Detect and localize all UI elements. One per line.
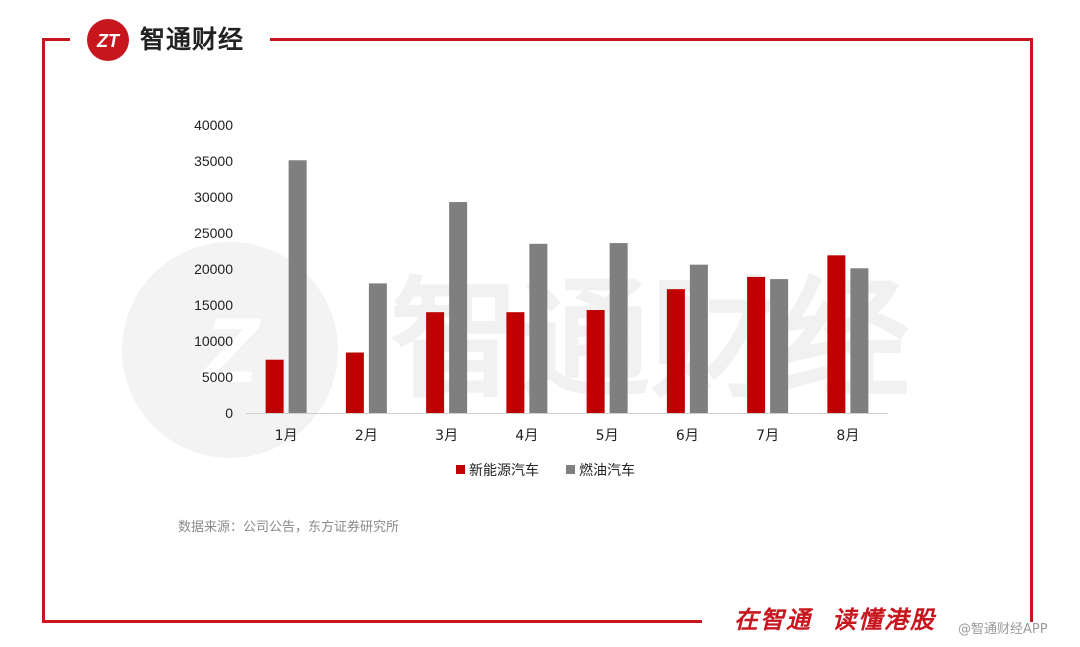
bar-fuel bbox=[609, 243, 628, 413]
y-tick-label: 10000 bbox=[194, 333, 233, 349]
y-tick-label: 25000 bbox=[194, 225, 233, 241]
footer-slogan: 在智通 读懂港股 bbox=[734, 600, 936, 635]
legend-swatch bbox=[456, 465, 465, 474]
bars bbox=[265, 160, 869, 413]
brand-logo-icon: ZT bbox=[87, 19, 129, 61]
slogan-part-2: 读懂港股 bbox=[832, 606, 936, 634]
y-axis-ticks: 0 5000 10000 15000 20000 25000 30000 35000 40000 bbox=[194, 117, 233, 421]
y-tick-label: 5000 bbox=[202, 369, 233, 385]
legend-label: 新能源汽车 bbox=[469, 462, 539, 479]
logo-letters: ZT bbox=[96, 31, 121, 51]
bar-nev bbox=[426, 312, 445, 413]
chart-legend: 新能源汽车 燃油汽车 bbox=[456, 462, 635, 479]
bar-fuel bbox=[368, 283, 387, 413]
bar-nev bbox=[345, 352, 364, 413]
slogan-part-1: 在智通 bbox=[734, 606, 812, 634]
x-tick-label: 3月 bbox=[435, 428, 458, 444]
bar-fuel bbox=[770, 279, 789, 413]
footer-credit: @智通财经APP bbox=[958, 622, 1048, 637]
bar-nev bbox=[586, 310, 605, 413]
bar-nev bbox=[827, 255, 846, 413]
x-axis: 1月 2月 3月 4月 5月 6月 7月 8月 bbox=[246, 413, 888, 444]
bar-fuel bbox=[288, 160, 307, 413]
frame-right-line bbox=[1030, 38, 1033, 622]
bar-fuel bbox=[850, 268, 869, 413]
legend-label: 燃油汽车 bbox=[579, 462, 635, 479]
x-tick-label: 1月 bbox=[275, 428, 298, 444]
y-tick-label: 15000 bbox=[194, 297, 233, 313]
x-tick-label: 7月 bbox=[756, 428, 779, 444]
bar-nev bbox=[666, 289, 685, 413]
frame-top-left-line bbox=[42, 38, 70, 41]
frame-left-line bbox=[42, 38, 45, 622]
y-tick-label: 20000 bbox=[194, 261, 233, 277]
bar-nev bbox=[506, 312, 525, 413]
bar-fuel bbox=[529, 243, 548, 413]
bar-fuel bbox=[689, 264, 708, 413]
y-tick-label: 35000 bbox=[194, 153, 233, 169]
legend-swatch bbox=[566, 465, 575, 474]
x-tick-label: 6月 bbox=[676, 428, 699, 444]
y-tick-label: 0 bbox=[225, 405, 233, 421]
brand-name: 智通财经 bbox=[140, 25, 245, 54]
bar-fuel bbox=[449, 202, 468, 413]
bar-nev bbox=[747, 276, 766, 413]
y-tick-label: 30000 bbox=[194, 189, 233, 205]
frame-top-right-line bbox=[270, 38, 1030, 41]
x-tick-label: 2月 bbox=[355, 428, 378, 444]
y-tick-label: 40000 bbox=[194, 117, 233, 133]
frame-bottom-line bbox=[42, 620, 702, 623]
x-tick-label: 4月 bbox=[515, 428, 538, 444]
source-note: 数据来源：公司公告，东方证券研究所 bbox=[178, 520, 400, 535]
x-tick-label: 8月 bbox=[836, 428, 859, 444]
bar-nev bbox=[265, 359, 284, 413]
x-tick-label: 5月 bbox=[596, 428, 619, 444]
